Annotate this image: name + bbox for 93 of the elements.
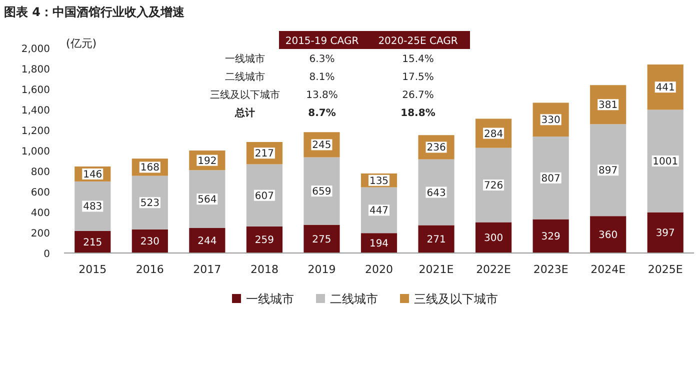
- x-tick-label: 2025E: [648, 263, 683, 276]
- annotation: 13.8%: [306, 90, 338, 101]
- x-tick-label: 2020: [365, 263, 393, 276]
- y-tick-label: 1,800: [21, 64, 50, 76]
- data-label: 607: [254, 190, 274, 202]
- data-label: 135: [369, 176, 389, 187]
- data-label: 275: [312, 234, 332, 246]
- chart-title: 图表 4：中国酒馆行业收入及增速: [4, 5, 186, 19]
- data-label: 245: [312, 140, 332, 152]
- y-tick-label: 400: [30, 208, 50, 219]
- y-tick-label: 1,400: [21, 106, 50, 116]
- data-label: 329: [541, 232, 560, 243]
- bar: [246, 226, 282, 253]
- data-label: 236: [426, 142, 446, 154]
- y-tick-label: 600: [30, 188, 50, 198]
- bar: [532, 219, 569, 253]
- bar: [74, 181, 111, 231]
- annotation: 一线城市: [225, 53, 265, 65]
- legend-label: 三线及以下城市: [414, 292, 498, 306]
- data-label: 483: [83, 202, 102, 213]
- y-tick-label: 0: [44, 249, 50, 260]
- x-tick-label: 2023E: [533, 263, 568, 276]
- data-label: 659: [312, 186, 332, 198]
- y-axis-title: (亿元): [66, 37, 97, 50]
- bar: [189, 170, 226, 228]
- data-label: 217: [254, 148, 274, 160]
- x-tick-label: 2017: [193, 263, 222, 276]
- y-tick-label: 1,600: [21, 85, 50, 96]
- legend-label: 二线城市: [330, 292, 378, 306]
- data-label: 807: [541, 173, 560, 184]
- data-label: 330: [541, 115, 560, 126]
- data-label: 441: [656, 82, 675, 94]
- y-tick-label: 800: [30, 167, 50, 178]
- data-label: 447: [369, 206, 389, 217]
- annotation: 8.1%: [309, 72, 335, 83]
- data-label: 168: [140, 162, 160, 174]
- bar: [418, 159, 454, 226]
- data-label: 244: [198, 236, 217, 247]
- y-tick-label: 1,200: [21, 126, 50, 137]
- bar: [189, 228, 226, 253]
- data-label: 230: [140, 236, 160, 248]
- bar: [647, 110, 684, 212]
- data-label: 146: [83, 169, 102, 180]
- data-label: 397: [656, 228, 675, 240]
- data-label: 271: [426, 234, 446, 246]
- bar: [590, 124, 626, 216]
- annotation: 总计: [234, 107, 255, 119]
- bar: [246, 164, 282, 226]
- data-label: 523: [140, 198, 160, 210]
- data-label: 564: [198, 194, 217, 206]
- bar: [74, 230, 111, 253]
- data-label: 360: [598, 230, 618, 242]
- bar: [476, 148, 512, 222]
- data-label: 726: [484, 180, 504, 192]
- annotation: 二线城市: [225, 71, 265, 83]
- data-label: 381: [598, 100, 618, 112]
- annotation: 26.7%: [402, 90, 434, 101]
- bar: [418, 225, 454, 253]
- y-tick-label: 2,000: [21, 44, 50, 55]
- annotation: 18.8%: [400, 108, 436, 119]
- x-tick-label: 2019: [308, 263, 336, 276]
- data-label: 215: [83, 237, 102, 248]
- data-label: 1001: [652, 156, 678, 168]
- annotation: 6.3%: [309, 54, 335, 65]
- data-label: 284: [484, 128, 504, 140]
- bar: [532, 136, 569, 220]
- annotation: 8.7%: [308, 108, 336, 119]
- text: 2020-25E CAGR: [378, 36, 458, 47]
- data-label: 259: [254, 235, 274, 246]
- x-tick-label: 2022E: [476, 263, 512, 276]
- legend-label: 一线城市: [246, 292, 294, 306]
- bar: [304, 157, 340, 225]
- bar: [132, 176, 168, 230]
- x-tick-label: 2024E: [590, 263, 626, 276]
- x-tick-label: 2018: [250, 263, 278, 276]
- bar: [476, 222, 512, 253]
- x-tick-label: 2016: [136, 263, 164, 276]
- data-label: 192: [198, 156, 217, 167]
- y-tick-label: 1,000: [21, 146, 50, 158]
- bar: [647, 212, 684, 253]
- data-label: 643: [426, 188, 446, 199]
- text: 2015-19 CAGR: [285, 36, 359, 47]
- bar: [304, 224, 340, 253]
- data-label: 300: [484, 233, 504, 244]
- x-tick-label: 2021E: [418, 263, 454, 276]
- annotation: 17.5%: [402, 72, 434, 83]
- annotation: 三线及以下城市: [210, 89, 280, 101]
- bar: [590, 216, 626, 253]
- data-label: 897: [598, 166, 618, 177]
- data-label: 194: [369, 238, 389, 250]
- y-tick-label: 200: [30, 228, 50, 240]
- x-tick-label: 2015: [78, 263, 107, 276]
- annotation: 15.4%: [402, 54, 434, 65]
